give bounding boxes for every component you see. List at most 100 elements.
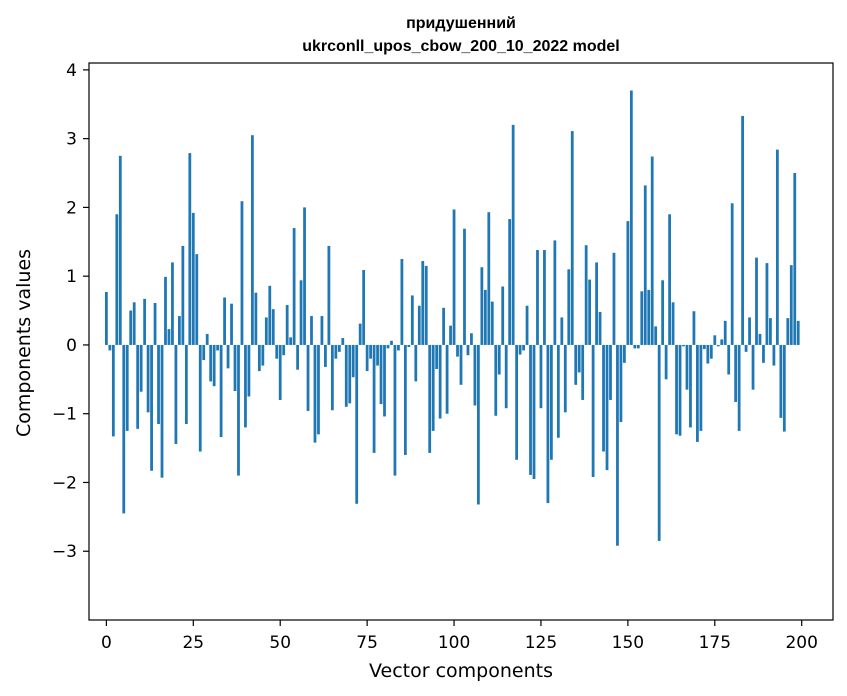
bar <box>546 344 550 504</box>
bar <box>445 344 449 414</box>
bar <box>195 254 199 345</box>
bar <box>480 267 484 345</box>
bar <box>577 344 581 373</box>
bar <box>654 326 658 345</box>
bar <box>271 309 275 345</box>
bar <box>125 344 129 431</box>
bar <box>257 344 261 372</box>
plot-frame <box>88 62 834 621</box>
bar <box>330 344 334 411</box>
bar <box>543 250 546 345</box>
bar <box>671 302 675 345</box>
y-axis-label: Components values <box>13 249 35 437</box>
bar <box>341 338 345 345</box>
bar <box>431 344 435 431</box>
bar <box>682 344 685 347</box>
bar <box>678 344 682 436</box>
bar <box>793 173 797 345</box>
bar <box>132 302 136 345</box>
bar <box>602 344 605 452</box>
bar <box>254 292 258 345</box>
bar <box>581 344 585 400</box>
y-axis-ticks: −3 −2 −1 0 1 2 3 4 <box>52 61 89 562</box>
bar <box>522 344 525 351</box>
bar <box>157 344 160 425</box>
y-tick-label: −3 <box>52 542 77 562</box>
chart-title-line1: придушенний <box>406 15 516 32</box>
bar <box>410 295 414 345</box>
bar <box>390 340 393 345</box>
bar <box>230 303 233 345</box>
bar <box>720 339 724 345</box>
x-tick-label: 175 <box>699 633 731 653</box>
x-tick-label: 200 <box>785 633 817 653</box>
bar <box>365 344 369 372</box>
bar <box>633 344 637 349</box>
bar <box>560 317 564 345</box>
bar <box>668 214 671 345</box>
bar <box>351 344 355 378</box>
bar <box>313 344 317 443</box>
bar <box>233 344 237 392</box>
bar <box>219 344 223 438</box>
bar <box>758 333 762 345</box>
bar <box>386 344 390 349</box>
bar <box>251 135 254 345</box>
bar <box>730 203 734 345</box>
bar <box>167 329 171 345</box>
bar <box>143 298 147 345</box>
bar <box>421 261 425 345</box>
bar <box>292 228 296 345</box>
y-tick-label: −2 <box>52 473 77 493</box>
bar <box>198 344 202 452</box>
bar <box>282 344 286 356</box>
bar <box>303 207 306 345</box>
bar <box>334 344 338 359</box>
bar <box>751 344 755 390</box>
bar <box>348 344 352 404</box>
bar <box>424 265 428 345</box>
bar <box>285 305 289 345</box>
bar <box>261 344 265 366</box>
bar <box>779 344 783 418</box>
bar <box>327 245 331 345</box>
bar <box>619 344 623 422</box>
x-tick-label: 25 <box>182 633 204 653</box>
bar <box>755 257 758 345</box>
bar <box>692 311 696 345</box>
bar <box>191 212 195 345</box>
bar <box>737 344 741 431</box>
bar <box>744 344 748 352</box>
bar <box>515 344 519 460</box>
bar <box>508 219 512 345</box>
bar <box>355 344 359 504</box>
bar <box>623 344 626 363</box>
bar <box>525 305 529 345</box>
bar <box>397 344 400 351</box>
bar <box>202 344 206 361</box>
bar <box>115 214 119 345</box>
bar <box>247 344 251 397</box>
x-tick-label: 50 <box>269 633 291 653</box>
bar <box>264 317 268 345</box>
bar <box>376 344 379 366</box>
bar <box>306 344 310 411</box>
bar <box>150 344 153 471</box>
bar <box>591 344 595 477</box>
bar <box>278 344 282 400</box>
bar <box>435 344 439 370</box>
bar <box>609 344 612 400</box>
bar <box>675 344 678 435</box>
bar <box>748 317 751 345</box>
bar <box>789 265 793 345</box>
bar <box>699 344 703 431</box>
bar <box>146 344 150 413</box>
bar <box>358 323 362 345</box>
bar <box>240 201 244 345</box>
y-tick-label: −1 <box>52 405 77 425</box>
bar <box>442 307 446 345</box>
bar <box>383 344 386 417</box>
y-tick-label: 4 <box>66 61 77 81</box>
bar <box>178 316 181 345</box>
